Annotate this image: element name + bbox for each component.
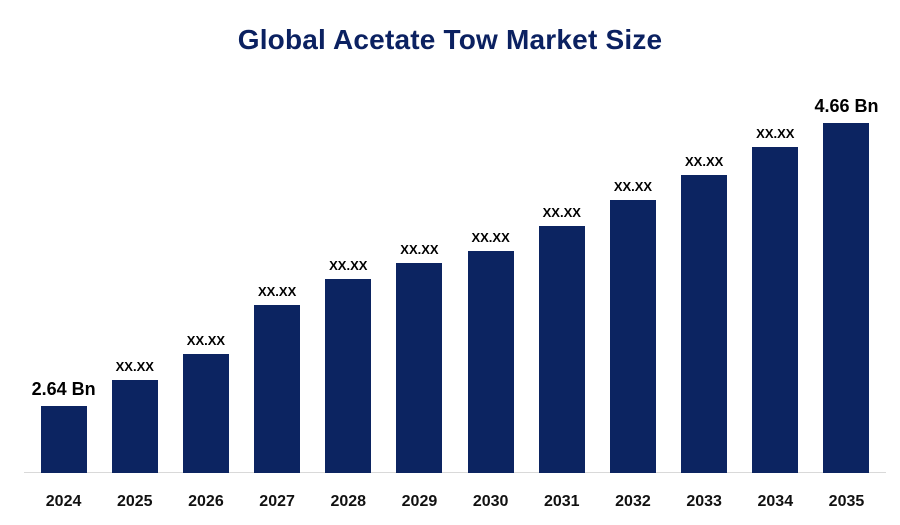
bar-value-label-2024: 2.64 Bn xyxy=(31,379,96,399)
bar-value-label-2029: XX.XX xyxy=(400,242,439,257)
x-axis-labels: 2024 2025 2026 2027 2028 2029 2030 2031 2032 2033… xyxy=(28,493,882,511)
bar-2034 xyxy=(752,147,799,473)
bar-2033 xyxy=(681,175,728,473)
bar-value-label-2028: XX.XX xyxy=(329,258,368,273)
bar-value-label-2031: XX.XX xyxy=(542,205,581,220)
x-axis-label-2028: 2028 xyxy=(330,493,367,510)
x-axis-label-2024: 2024 xyxy=(45,493,82,510)
bar-value-label-2030: XX.XX xyxy=(471,230,510,245)
bar-2031 xyxy=(538,226,585,473)
bar-value-label-2035: 4.66 Bn xyxy=(814,96,879,116)
bar-2030 xyxy=(467,251,514,473)
bar-2035 xyxy=(823,123,870,473)
bar-column-2025: XX.XX xyxy=(99,90,170,473)
bar-2026 xyxy=(182,354,229,473)
bar-2024 xyxy=(40,406,87,473)
bar-column-2028: XX.XX xyxy=(313,90,384,473)
x-axis-label-2030: 2030 xyxy=(472,493,509,510)
bar-value-label-2027: XX.XX xyxy=(257,284,297,299)
x-axis-label-2034: 2034 xyxy=(757,493,794,510)
bar-value-label-2032: XX.XX xyxy=(613,179,653,194)
x-axis-label-2031: 2031 xyxy=(543,493,580,510)
bar-2025 xyxy=(111,380,158,473)
x-axis-baseline xyxy=(24,472,886,473)
bar-2029 xyxy=(396,263,443,473)
bar-value-label-2034: XX.XX xyxy=(756,126,795,141)
bar-column-2034: XX.XX xyxy=(740,90,811,473)
bar-plot-area: 2.64 Bn XX.XX XX.XX XX.XX XX.XX XX.XX XX.XX XX.… xyxy=(28,90,882,473)
x-axis-label-2035: 2035 xyxy=(828,493,865,510)
x-axis-label-2025: 2025 xyxy=(116,493,153,510)
x-axis-label-2029: 2029 xyxy=(401,493,438,510)
bar-column-2031: XX.XX xyxy=(526,90,597,473)
bar-value-label-2025: XX.XX xyxy=(115,359,154,374)
x-axis-label-2026: 2026 xyxy=(188,493,224,510)
bar-column-2032: XX.XX xyxy=(597,90,668,473)
chart-title: Global Acetate Tow Market Size xyxy=(237,24,663,55)
x-axis-label-2032: 2032 xyxy=(615,493,651,510)
bar-column-2029: XX.XX xyxy=(384,90,455,473)
bar-column-2024: 2.64 Bn xyxy=(28,90,99,473)
bar-2027 xyxy=(254,305,301,473)
bar-2032 xyxy=(609,200,656,473)
bar-2028 xyxy=(325,279,372,473)
bar-column-2026: XX.XX xyxy=(170,90,241,473)
x-axis-label-2027: 2027 xyxy=(259,493,295,510)
bar-column-2033: XX.XX xyxy=(669,90,740,473)
bar-column-2035: 4.66 Bn xyxy=(811,90,882,473)
x-axis-label-2033: 2033 xyxy=(686,493,722,510)
bar-column-2030: XX.XX xyxy=(455,90,526,473)
bar-value-label-2033: XX.XX xyxy=(684,154,724,169)
bar-column-2027: XX.XX xyxy=(242,90,313,473)
bar-value-label-2026: XX.XX xyxy=(186,333,226,348)
